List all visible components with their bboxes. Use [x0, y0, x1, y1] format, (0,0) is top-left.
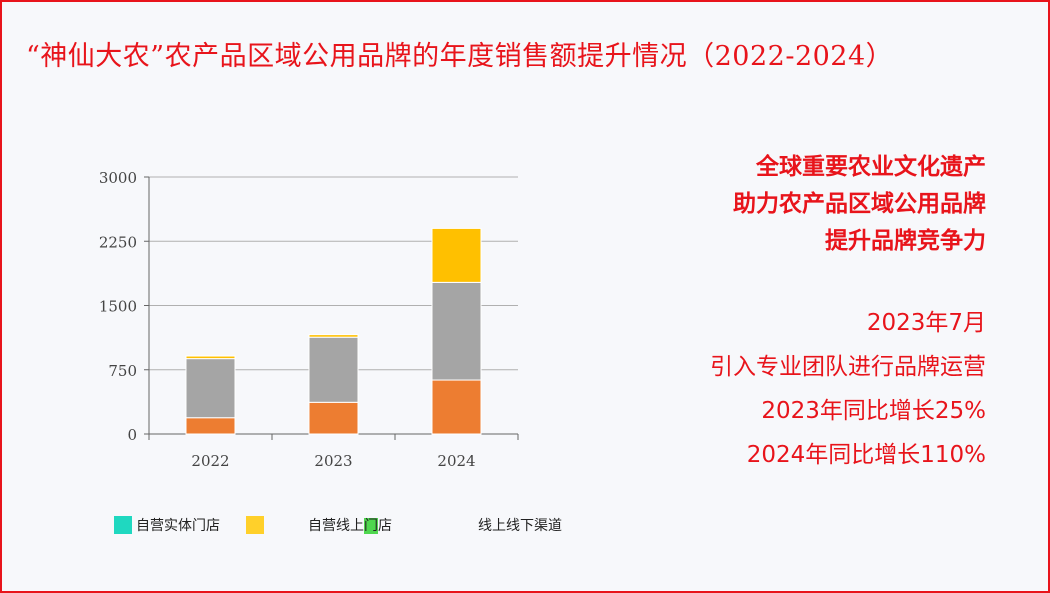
x-tick-label: 2022	[191, 452, 229, 470]
bar-segment	[185, 358, 236, 419]
bar-segment	[185, 355, 236, 360]
side-line-6: 2023年同比增长25%	[761, 398, 986, 424]
y-tick-label: 1500	[99, 298, 137, 316]
y-tick-label: 3000	[99, 169, 137, 187]
bar-segment	[431, 281, 482, 381]
side-line-1: 全球重要农业文化遗产	[756, 154, 986, 180]
legend-swatch-teal	[114, 516, 132, 534]
bar-segment	[185, 417, 236, 435]
side-line-3: 提升品牌竞争力	[825, 228, 986, 254]
x-tick-label: 2024	[437, 452, 475, 470]
side-line-4: 2023年7月	[866, 310, 986, 336]
side-line-7: 2024年同比增长110%	[746, 442, 986, 468]
side-line-2: 助力农产品区域公用品牌	[733, 191, 986, 217]
bar-segment	[308, 334, 359, 338]
bar-segment	[308, 401, 359, 435]
bar-segment	[431, 227, 482, 283]
bar-segment	[431, 379, 482, 435]
legend-label-3: 线上线下渠道	[478, 518, 562, 534]
y-tick-label: 750	[108, 362, 137, 380]
legend-label-1: 自营实体门店	[136, 518, 220, 534]
legend-swatch-yellow	[246, 516, 264, 534]
legend-label-2b: 门	[364, 518, 378, 534]
side-line-5: 引入专业团队进行品牌运营	[710, 354, 986, 380]
legend-label-2c: 店	[378, 518, 392, 534]
stacked-bar-chart: 0 750 1500 2250 3000 2022 2023 2024	[99, 169, 519, 470]
legend-label-2a: 自营线上	[308, 518, 364, 534]
y-tick-label: 0	[127, 426, 137, 444]
bar-segment	[308, 336, 359, 403]
x-tick-label: 2023	[314, 452, 352, 470]
slide-title: “神仙大农”农产品区域公用品牌的年度销售额提升情况（2022-2024）	[26, 41, 894, 72]
y-tick-label: 2250	[99, 233, 137, 251]
legend-label-2: 自营线上门店	[308, 515, 392, 535]
